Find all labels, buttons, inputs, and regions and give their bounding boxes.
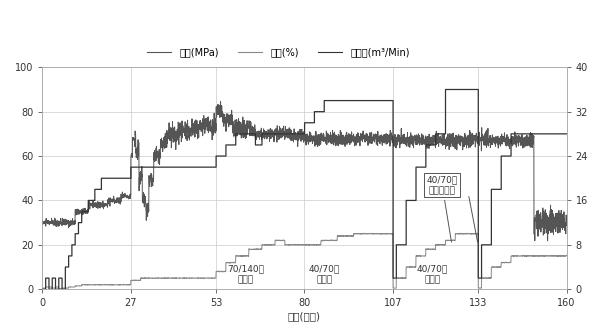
Text: 40/70目
石英砂: 40/70目 石英砂 bbox=[417, 265, 448, 285]
Text: 70/140目
石英砂: 70/140目 石英砂 bbox=[227, 265, 264, 285]
Text: 40/70目
树脂覆膜砂: 40/70目 树脂覆膜砂 bbox=[426, 175, 458, 242]
Text: 40/70目
石英砂: 40/70目 石英砂 bbox=[309, 265, 339, 285]
Legend: 油压(MPa), 砂比(%), 总清量(m³/Min): 油压(MPa), 砂比(%), 总清量(m³/Min) bbox=[143, 43, 414, 61]
X-axis label: 时间(分钟): 时间(分钟) bbox=[288, 311, 321, 321]
